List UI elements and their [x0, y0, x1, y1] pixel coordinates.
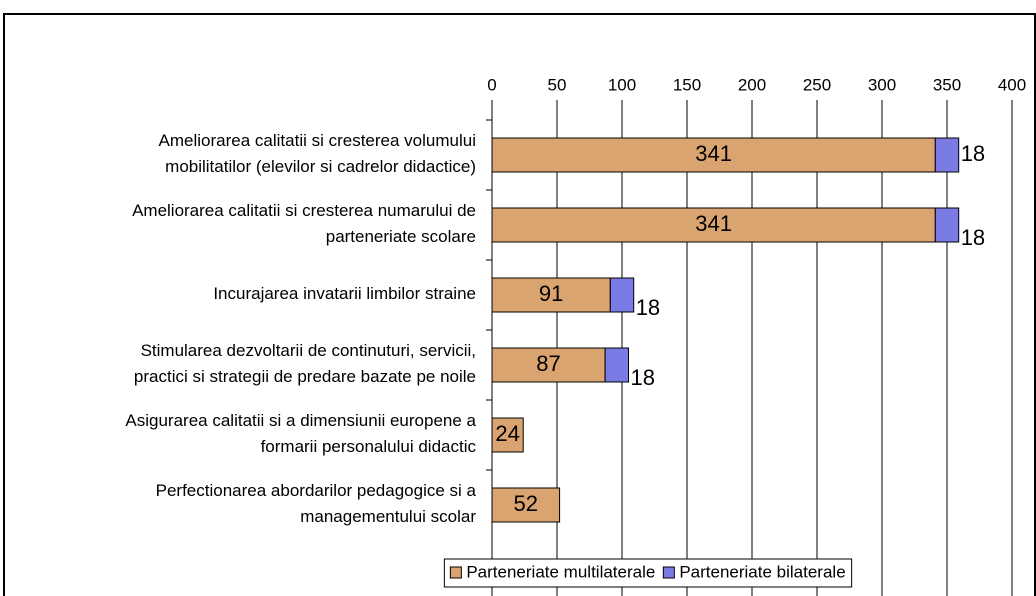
- value-label: 18: [636, 295, 660, 320]
- bar-segment: [491, 487, 561, 523]
- value-label: 52: [514, 491, 538, 516]
- legend-label: Parteneriate multilaterale: [466, 562, 655, 581]
- x-tick-label: 50: [548, 75, 567, 94]
- y-tick-label: Perfectionarea abordarilor pedagogice si…: [156, 481, 477, 526]
- label-line: Ameliorarea calitatii si cresterea numar…: [132, 201, 476, 220]
- y-tick-label: Asigurarea calitatii si a dimensiunii eu…: [125, 411, 476, 456]
- legend-label: Parteneriate bilaterale: [679, 562, 845, 581]
- label-line: Incurajarea invatarii limbilor straine: [213, 284, 476, 303]
- x-tick-label: 200: [738, 75, 766, 94]
- y-tick-label: Stimularea dezvoltarii de continuturi, s…: [134, 341, 476, 386]
- bar-segment: [491, 277, 611, 313]
- value-label: 87: [536, 351, 560, 376]
- x-tick-label: 350: [933, 75, 961, 94]
- x-tick-label: 300: [868, 75, 896, 94]
- y-tick-label: Ameliorarea calitatii si cresterea volum…: [159, 131, 476, 176]
- bar-segment: [604, 347, 629, 383]
- x-tick-label: 100: [608, 75, 636, 94]
- bar-segment: [934, 137, 960, 173]
- bar-segment: [491, 417, 524, 453]
- value-label: 91: [539, 281, 563, 306]
- label-line: Stimularea dezvoltarii de continuturi, s…: [141, 341, 476, 360]
- label-line: practici si strategii de predare bazate …: [134, 367, 476, 386]
- value-label: 18: [961, 225, 985, 250]
- value-label: 24: [495, 421, 519, 446]
- x-tick-label: 150: [673, 75, 701, 94]
- label-line: managementului scolar: [300, 507, 476, 526]
- label-line: Ameliorarea calitatii si cresterea volum…: [159, 131, 476, 150]
- value-label: 341: [695, 211, 732, 236]
- label-line: Perfectionarea abordarilor pedagogice si…: [156, 481, 477, 500]
- x-tick-label: 0: [487, 75, 496, 94]
- y-tick-label: Ameliorarea calitatii si cresterea numar…: [132, 201, 476, 246]
- legend-swatch: [662, 566, 675, 579]
- x-tick-label: 250: [803, 75, 831, 94]
- bar-segment: [491, 347, 606, 383]
- label-line: formarii personalului didactic: [261, 437, 477, 456]
- x-tick-label: 400: [998, 75, 1026, 94]
- value-label: 18: [631, 365, 655, 390]
- bar-segment: [609, 277, 635, 313]
- legend-box: [443, 558, 853, 588]
- bar-segment: [934, 207, 960, 243]
- value-label: 18: [961, 141, 985, 166]
- label-line: parteneriate scolare: [326, 227, 476, 246]
- label-line: Asigurarea calitatii si a dimensiunii eu…: [125, 411, 476, 430]
- legend-swatch: [449, 566, 462, 579]
- label-line: mobilitatilor (elevilor si cadrelor dida…: [165, 157, 476, 176]
- value-label: 341: [695, 141, 732, 166]
- y-tick-label: Incurajarea invatarii limbilor straine: [213, 284, 476, 303]
- legend: Parteneriate multilaterale Parteneriate b…: [443, 558, 853, 588]
